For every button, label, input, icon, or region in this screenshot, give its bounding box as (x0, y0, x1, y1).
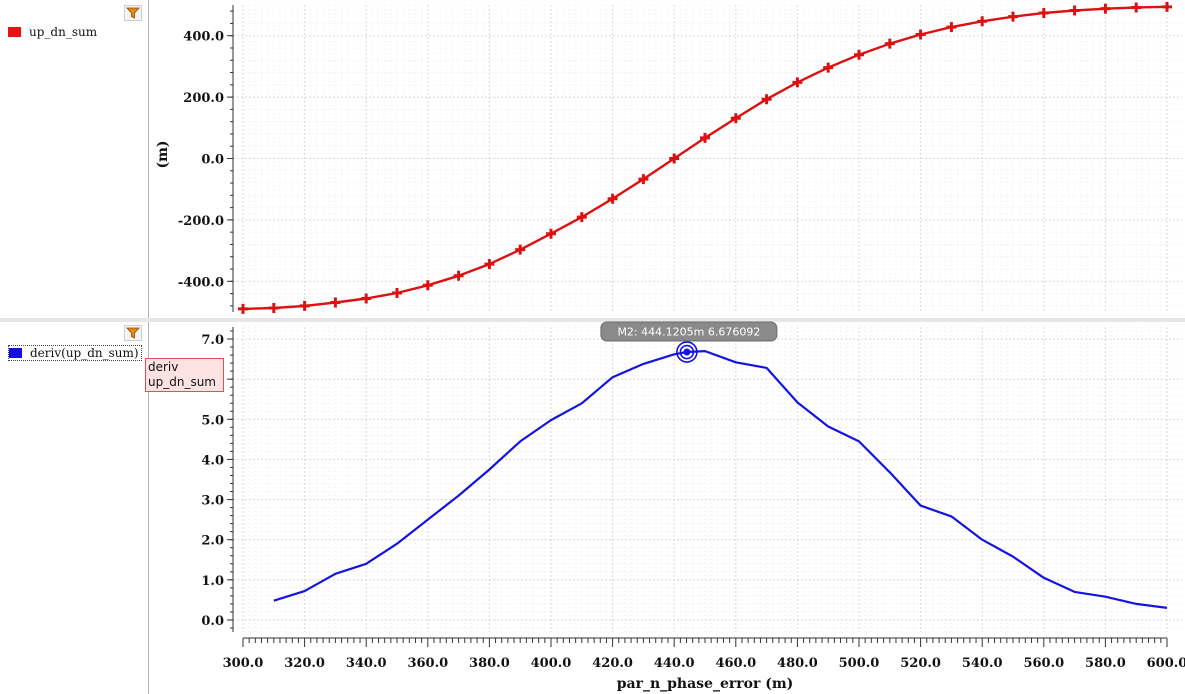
data-point-marker (453, 270, 464, 281)
y-tick-label: 4.0 (201, 453, 224, 468)
data-point-marker (330, 297, 341, 308)
data-point-marker (546, 228, 556, 239)
marker-dot (683, 348, 691, 356)
data-point-marker (515, 244, 526, 255)
data-point-marker (607, 193, 618, 204)
data-point-marker (422, 280, 433, 291)
x-tick-label: 440.0 (654, 656, 695, 671)
filter-funnel-icon[interactable] (124, 5, 142, 21)
data-point-marker (238, 303, 248, 314)
data-point-marker (1038, 7, 1049, 18)
data-point-marker (1131, 2, 1142, 13)
data-point-marker (761, 94, 772, 105)
data-point-marker (484, 259, 495, 270)
y-tick-label: 2.0 (201, 534, 224, 549)
data-point-marker (915, 29, 926, 40)
x-tick-label: 360.0 (407, 656, 448, 671)
filter-funnel-icon[interactable] (124, 325, 142, 341)
x-tick-label: 400.0 (531, 656, 572, 671)
x-tick-label: 320.0 (284, 656, 325, 671)
data-point-marker (1162, 1, 1172, 12)
legend-entry-deriv-up-dn-sum[interactable]: deriv(up_dn_sum) (8, 345, 142, 361)
data-point-marker (638, 174, 649, 185)
marker-ring-outer (676, 341, 698, 363)
data-point-marker (730, 113, 741, 124)
data-point-marker (700, 132, 710, 143)
data-point-marker (299, 300, 310, 311)
marker-label-bubble (600, 321, 778, 342)
y-tick-label: 0.0 (201, 614, 224, 629)
x-tick-label: 340.0 (346, 656, 387, 671)
data-point-marker (884, 38, 895, 49)
x-tick-label: 420.0 (592, 656, 633, 671)
data-point-marker (792, 77, 803, 88)
y-tick-label: 400.0 (183, 30, 224, 45)
legend-panel-top: up_dn_sum (0, 0, 149, 318)
x-tick-label: 520.0 (900, 656, 941, 671)
y-tick-label: 3.0 (201, 494, 224, 509)
data-point-marker (268, 303, 279, 314)
legend-panel-bottom: deriv(up_dn_sum) (0, 322, 149, 694)
y-tick-label: -400.0 (178, 275, 224, 290)
legend-label-deriv-up-dn-sum: deriv(up_dn_sum) (30, 346, 139, 360)
marker-ring-inner (679, 344, 695, 360)
x-axis-title: par_n_phase_error (m) (617, 676, 794, 692)
x-tick-label: 500.0 (839, 656, 880, 671)
data-point-marker (977, 16, 988, 27)
y-tick-label: -200.0 (178, 214, 224, 229)
data-point-marker (946, 22, 957, 33)
x-tick-label: 480.0 (777, 656, 818, 671)
legend-label-up-dn-sum: up_dn_sum (29, 25, 98, 39)
x-tick-label: 560.0 (1023, 656, 1064, 671)
y-axis-title: (m) (155, 140, 171, 168)
x-tick-label: 300.0 (223, 656, 264, 671)
y-tick-label: 200.0 (183, 91, 224, 106)
data-point-marker (1069, 5, 1080, 16)
data-point-marker (669, 153, 680, 164)
data-point-marker (1008, 11, 1018, 22)
y-tick-label: 7.0 (201, 333, 224, 348)
x-tick-label: 540.0 (962, 656, 1003, 671)
marker-label-text: M2: 444.1205m 6.676092 (617, 326, 760, 339)
trace-tag-deriv[interactable]: deriv up_dn_sum (145, 358, 224, 392)
data-point-marker (1100, 3, 1111, 14)
y-tick-label: 0.0 (201, 153, 224, 168)
y-tick-label: 1.0 (201, 574, 224, 589)
x-tick-label: 600.0 (1147, 656, 1185, 671)
legend-swatch-red (8, 27, 21, 37)
data-point-marker (361, 293, 372, 304)
panel-splitter[interactable] (0, 318, 1185, 322)
series-line-deriv-up-dn-sum- (273, 350, 1168, 609)
legend-entry-up-dn-sum[interactable]: up_dn_sum (8, 25, 97, 39)
data-point-marker (854, 49, 864, 60)
data-point-marker (823, 62, 834, 73)
x-tick-label: 380.0 (469, 656, 510, 671)
trace-tag-line1: deriv (148, 360, 179, 374)
data-point-marker (576, 212, 587, 223)
data-point-marker (392, 287, 402, 298)
trace-tag-line2: up_dn_sum (148, 375, 216, 389)
x-tick-label: 580.0 (1085, 656, 1126, 671)
y-tick-label: 5.0 (201, 413, 224, 428)
legend-swatch-blue (9, 348, 22, 358)
x-tick-label: 460.0 (715, 656, 756, 671)
